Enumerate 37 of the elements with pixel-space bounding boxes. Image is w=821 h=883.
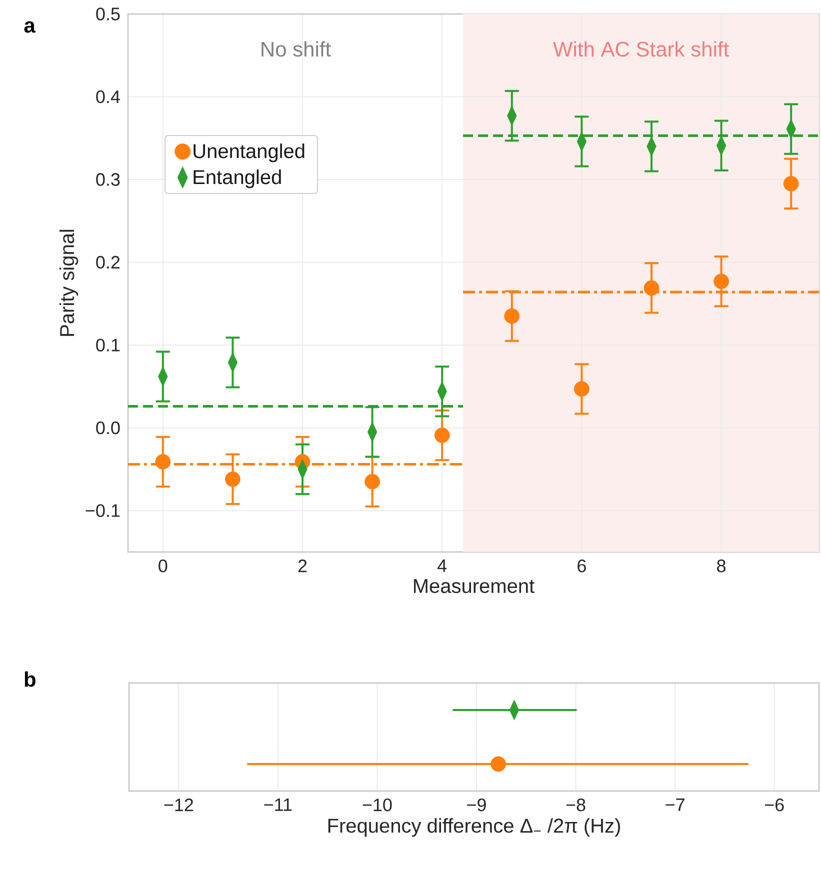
x-tick-label: −6 — [764, 798, 784, 812]
point — [225, 471, 240, 487]
point — [155, 454, 171, 470]
x-axis-title: Measurement — [414, 579, 534, 594]
point — [574, 381, 590, 397]
point — [714, 274, 729, 290]
y-axis-title: Parity signal — [59, 230, 78, 336]
point — [783, 176, 799, 192]
legend-label: Unentangled — [194, 144, 304, 162]
x-tick-label: −11 — [264, 798, 292, 811]
x-tick-label: −8 — [566, 798, 586, 812]
annotation: No shift — [262, 41, 331, 57]
x-tick-label: −7 — [666, 798, 684, 811]
y-tick-label: 0.1 — [96, 338, 120, 352]
x-tick-label: −9 — [467, 798, 486, 812]
y-tick-label: 0.4 — [96, 90, 120, 104]
chart-title: b — [24, 671, 36, 687]
y-tick-label: 0.2 — [96, 256, 120, 269]
chart-title: a — [24, 21, 36, 33]
x-tick-label: 4 — [437, 560, 447, 572]
point — [504, 308, 520, 324]
y-tick-label: 0.0 — [96, 421, 120, 434]
x-tick-label: −12 — [164, 798, 194, 812]
x-tick-label: 8 — [717, 560, 726, 572]
point — [644, 280, 660, 296]
y-tick-label: 0.3 — [96, 173, 120, 186]
x-tick-label: −10 — [362, 798, 392, 812]
x-axis-title: Frequency difference Δ$_{−}$ /2π (Hz) — [328, 818, 620, 837]
point — [434, 428, 450, 443]
y-tick-label: −0.1 — [86, 504, 120, 517]
band-label: With AC Stark shift — [553, 41, 729, 57]
legend-label: Entangled — [194, 170, 281, 188]
x-tick-label: 2 — [298, 560, 307, 572]
point — [364, 474, 380, 490]
y-tick-label: 0.5 — [96, 8, 120, 20]
x-tick-label: 6 — [578, 560, 586, 572]
x-tick-label: 0 — [158, 560, 168, 572]
